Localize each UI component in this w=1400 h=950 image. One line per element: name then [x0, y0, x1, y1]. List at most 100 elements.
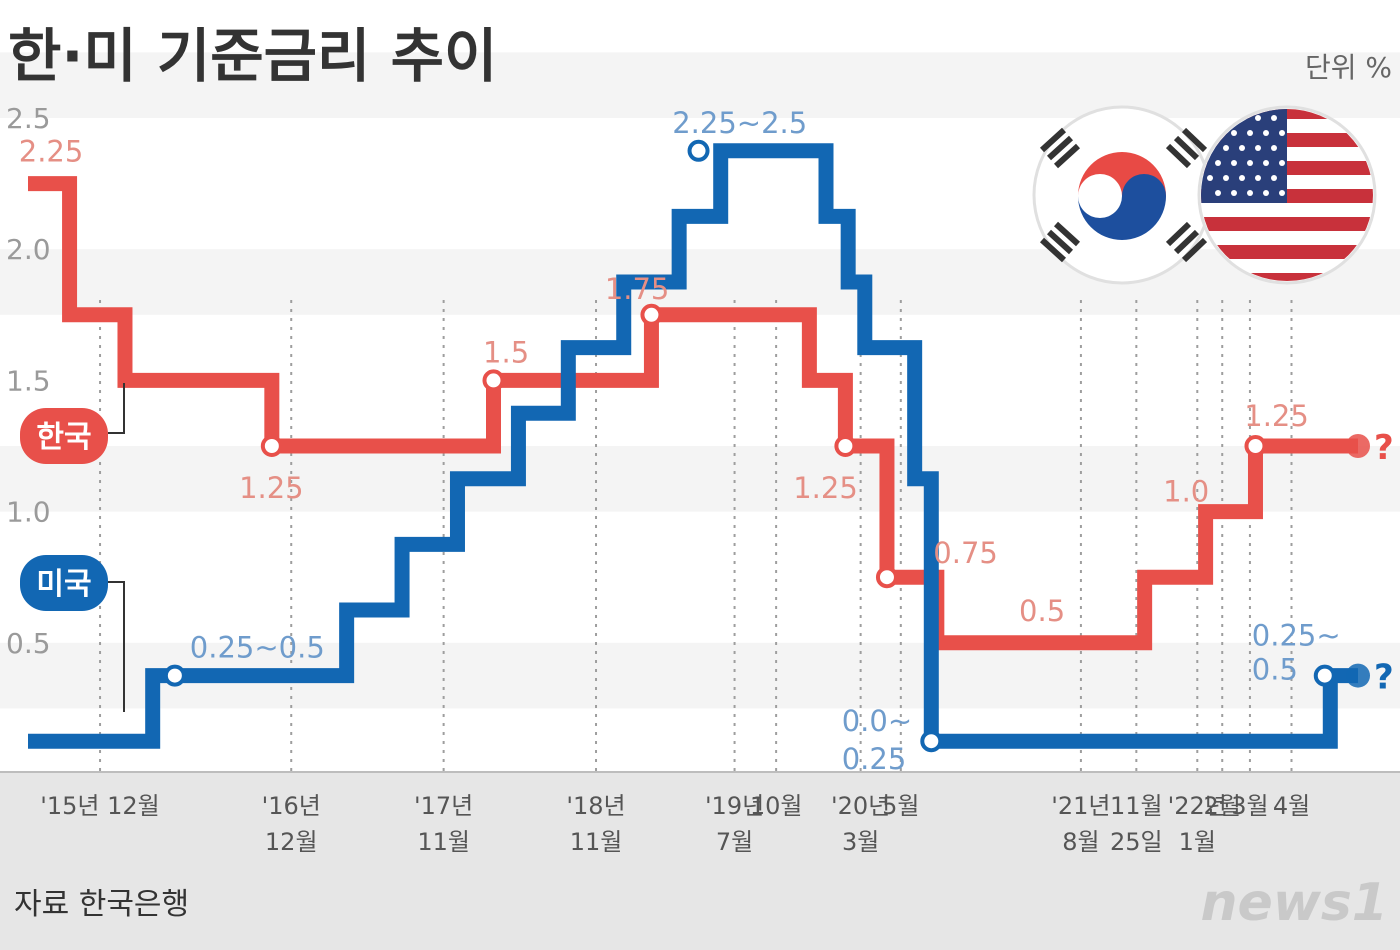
tick-guidelines — [99, 300, 1293, 772]
flag-star — [1223, 175, 1229, 181]
flag-star — [1263, 130, 1269, 136]
flag-star — [1207, 175, 1213, 181]
flag-star — [1239, 175, 1245, 181]
x-tick-label: '15년 12월 — [40, 792, 159, 820]
x-tick-label: '21년 — [1051, 792, 1110, 820]
y-tick-label: 1.0 — [6, 496, 51, 529]
background-bands — [0, 52, 1400, 709]
legend: 한국 미국 — [20, 383, 125, 712]
x-tick-label: '22년 — [1168, 792, 1227, 820]
series-end-marker — [1346, 663, 1370, 688]
data-point-marker — [920, 730, 943, 753]
flag-star — [1271, 115, 1277, 121]
flag-stripe — [1201, 217, 1373, 231]
future-question-mark: ? — [1374, 658, 1394, 698]
background-band — [0, 446, 1400, 512]
usa-flag-icon — [1197, 105, 1377, 285]
series-line-korea — [28, 176, 1358, 651]
x-tick-label: 11월 — [417, 828, 470, 856]
value-label: 2.25~2.5 — [672, 106, 807, 140]
x-tick-label: 8월 — [1062, 828, 1099, 856]
data-point-marker — [640, 303, 663, 326]
value-label: 1.25 — [1244, 399, 1309, 433]
series-lines — [28, 143, 1358, 749]
flag-star — [1231, 190, 1237, 196]
flag-star — [1247, 190, 1253, 196]
x-tick-label: '20년 — [831, 792, 890, 820]
data-point-marker — [260, 435, 283, 457]
data-point-marker — [482, 369, 505, 392]
flag-stripe — [1201, 245, 1373, 259]
y-tick-label: 1.5 — [6, 364, 51, 397]
korea-flag-icon — [1032, 105, 1212, 285]
flag-star — [1255, 115, 1261, 121]
series-line-usa — [28, 143, 1358, 749]
x-tick-label: 1월 — [1179, 828, 1216, 856]
flag-star — [1255, 175, 1261, 181]
value-label: 1.25 — [793, 471, 858, 505]
x-tick-label: 10월 — [750, 792, 803, 820]
flag-star — [1279, 190, 1285, 196]
x-tick-label: 2월 — [1204, 792, 1241, 820]
x-tick-label: 4월 — [1273, 792, 1310, 820]
value-label: 1.25 — [239, 471, 304, 505]
background-band — [0, 249, 1400, 315]
data-point-marker — [834, 435, 857, 457]
x-tick-label: 11월 — [570, 828, 623, 856]
flag-stripe — [1201, 273, 1373, 281]
x-axis-ticks: '15년 12월 '16년 12월 '17년 11월 '18년 11월 '19년 7월 10월 '2… — [40, 792, 1310, 856]
background-band — [0, 52, 1400, 118]
value-label: 0.25~ — [1252, 619, 1341, 653]
x-tick-label: 5월 — [882, 792, 919, 820]
flag-stripe — [1201, 231, 1373, 245]
source-label: 자료 한국은행 — [14, 887, 189, 922]
value-label: 0.0~ — [842, 704, 912, 738]
series-markers: ?? — [163, 139, 1394, 753]
value-label: 1.0 — [1163, 475, 1209, 509]
x-tick-label: '19년 — [705, 792, 764, 820]
x-tick-label: 11월 — [1110, 792, 1163, 820]
unit-label: 단위 % — [1305, 51, 1392, 84]
y-axis-ticks: 0.5 1.0 1.5 2.0 2.5 — [6, 102, 51, 660]
flag-star — [1215, 160, 1221, 166]
y-tick-label: 2.5 — [6, 102, 51, 135]
data-point-marker — [163, 664, 186, 687]
data-point-marker — [875, 566, 898, 589]
data-point-marker — [1244, 435, 1267, 457]
x-tick-label: '17년 — [414, 792, 473, 820]
value-label: 0.5 — [1252, 653, 1298, 687]
flag-star — [1263, 160, 1269, 166]
flag-star — [1247, 160, 1253, 166]
chart-title: 한·미 기준금리 추이 — [8, 22, 497, 90]
flag-stripe — [1201, 203, 1373, 217]
flag-star — [1263, 190, 1269, 196]
legend-korea-label: 한국 — [36, 420, 91, 455]
y-tick-label: 2.0 — [6, 233, 51, 266]
x-tick-label: '18년 — [566, 792, 625, 820]
value-label: 1.5 — [483, 335, 529, 369]
footer-panel — [0, 772, 1400, 950]
legend-usa-label: 미국 — [36, 567, 91, 602]
x-tick-label: 3월 — [1231, 792, 1268, 820]
value-label: 2.25 — [19, 135, 84, 169]
flag-star — [1223, 145, 1229, 151]
flag-star — [1239, 145, 1245, 151]
flag-star — [1231, 160, 1237, 166]
value-label: 0.25~0.5 — [190, 631, 325, 665]
flag-star — [1231, 130, 1237, 136]
value-labels: 2.251.251.51.751.250.750.51.01.250.25~0.… — [19, 106, 1341, 776]
x-tick-label: 12월 — [265, 828, 318, 856]
flag-star — [1215, 190, 1221, 196]
value-label: 0.75 — [933, 536, 998, 570]
x-tick-label: 3월 — [842, 828, 879, 856]
x-tick-label: 7월 — [716, 828, 753, 856]
flag-star — [1247, 130, 1253, 136]
value-label: 1.75 — [605, 272, 670, 306]
series-end-marker — [1346, 434, 1370, 458]
value-label: 0.5 — [1019, 594, 1065, 628]
data-point-marker — [687, 139, 710, 162]
news1-logo: news1 — [1201, 873, 1388, 933]
value-label: 0.25 — [842, 742, 907, 776]
flag-star — [1215, 130, 1221, 136]
